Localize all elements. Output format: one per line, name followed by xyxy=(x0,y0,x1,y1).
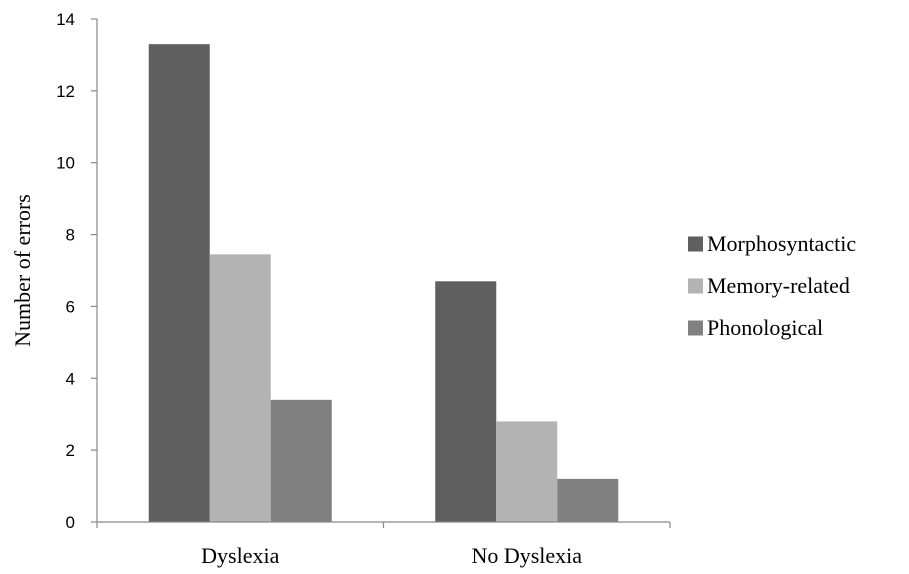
y-tick-label: 6 xyxy=(66,297,75,316)
legend: Morphosyntactic Memory-related Phonologica… xyxy=(688,231,856,340)
legend-swatch xyxy=(688,278,703,294)
legend-label: Morphosyntactic xyxy=(707,231,856,256)
y-axis-ticks: 0 2 4 6 8 10 12 14 xyxy=(56,10,97,532)
bar-morphosyntactic-dyslexia xyxy=(148,44,210,523)
x-category-label: Dyslexia xyxy=(201,543,279,568)
y-tick-label: 10 xyxy=(56,154,75,173)
legend-label: Phonological xyxy=(707,315,823,340)
y-tick-label: 0 xyxy=(66,513,75,532)
bar-memory-related-dyslexia xyxy=(209,254,271,522)
y-axis-title: Number of errors xyxy=(10,194,35,347)
y-tick-label: 12 xyxy=(56,82,75,101)
x-category-label: No Dyslexia xyxy=(471,543,582,568)
y-tick-label: 4 xyxy=(66,369,75,388)
bar-morphosyntactic-no-dyslexia xyxy=(435,281,497,522)
bar-phonological-dyslexia xyxy=(270,399,332,522)
legend-swatch xyxy=(688,320,703,336)
legend-label: Memory-related xyxy=(707,273,850,298)
bar-phonological-no-dyslexia xyxy=(557,478,619,522)
y-tick-label: 2 xyxy=(66,441,75,460)
y-tick-label: 14 xyxy=(56,10,75,29)
bar-memory-related-no-dyslexia xyxy=(496,421,558,522)
bars-group xyxy=(148,44,619,523)
y-tick-label: 8 xyxy=(66,226,75,245)
legend-swatch xyxy=(688,236,703,252)
x-axis-ticks: Dyslexia No Dyslexia xyxy=(96,522,671,568)
